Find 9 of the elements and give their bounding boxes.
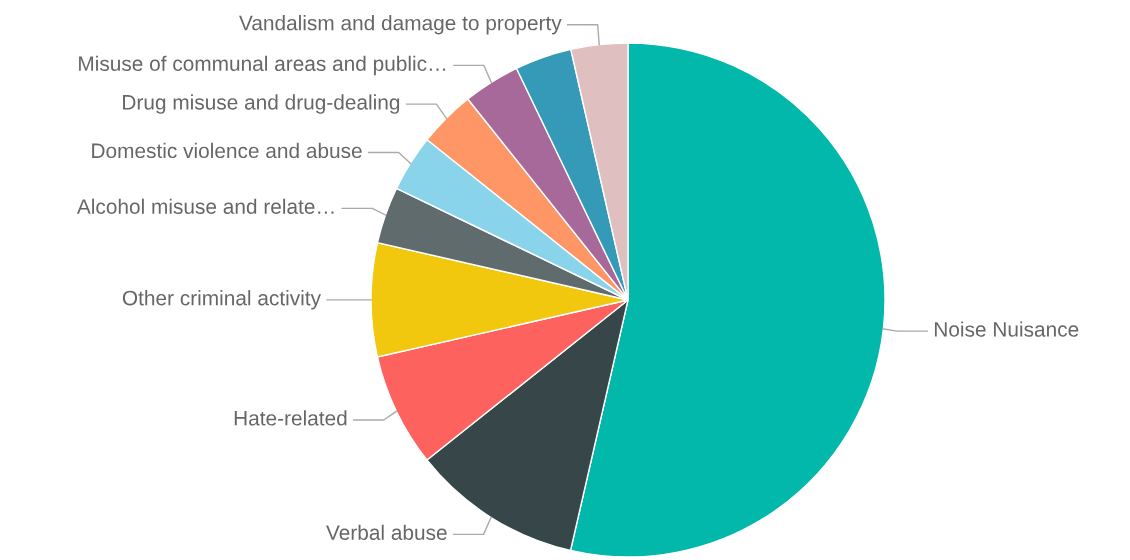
slice-label: Verbal abuse	[326, 524, 447, 540]
slice-label: Noise Nuisance	[934, 321, 1079, 337]
slice-label: Vandalism and damage to property	[239, 15, 562, 35]
slice-label: Domestic violence and abuse	[92, 142, 362, 159]
slice-label: Drug misuse and drug-dealing	[123, 94, 400, 114]
slice-label: Misuse of communal areas and public…	[79, 55, 446, 76]
slice-label: Hate-related	[234, 410, 347, 426]
slice-label: Other criminal activity	[122, 290, 321, 310]
slice-label: Alcohol misuse and relate…	[76, 198, 334, 214]
